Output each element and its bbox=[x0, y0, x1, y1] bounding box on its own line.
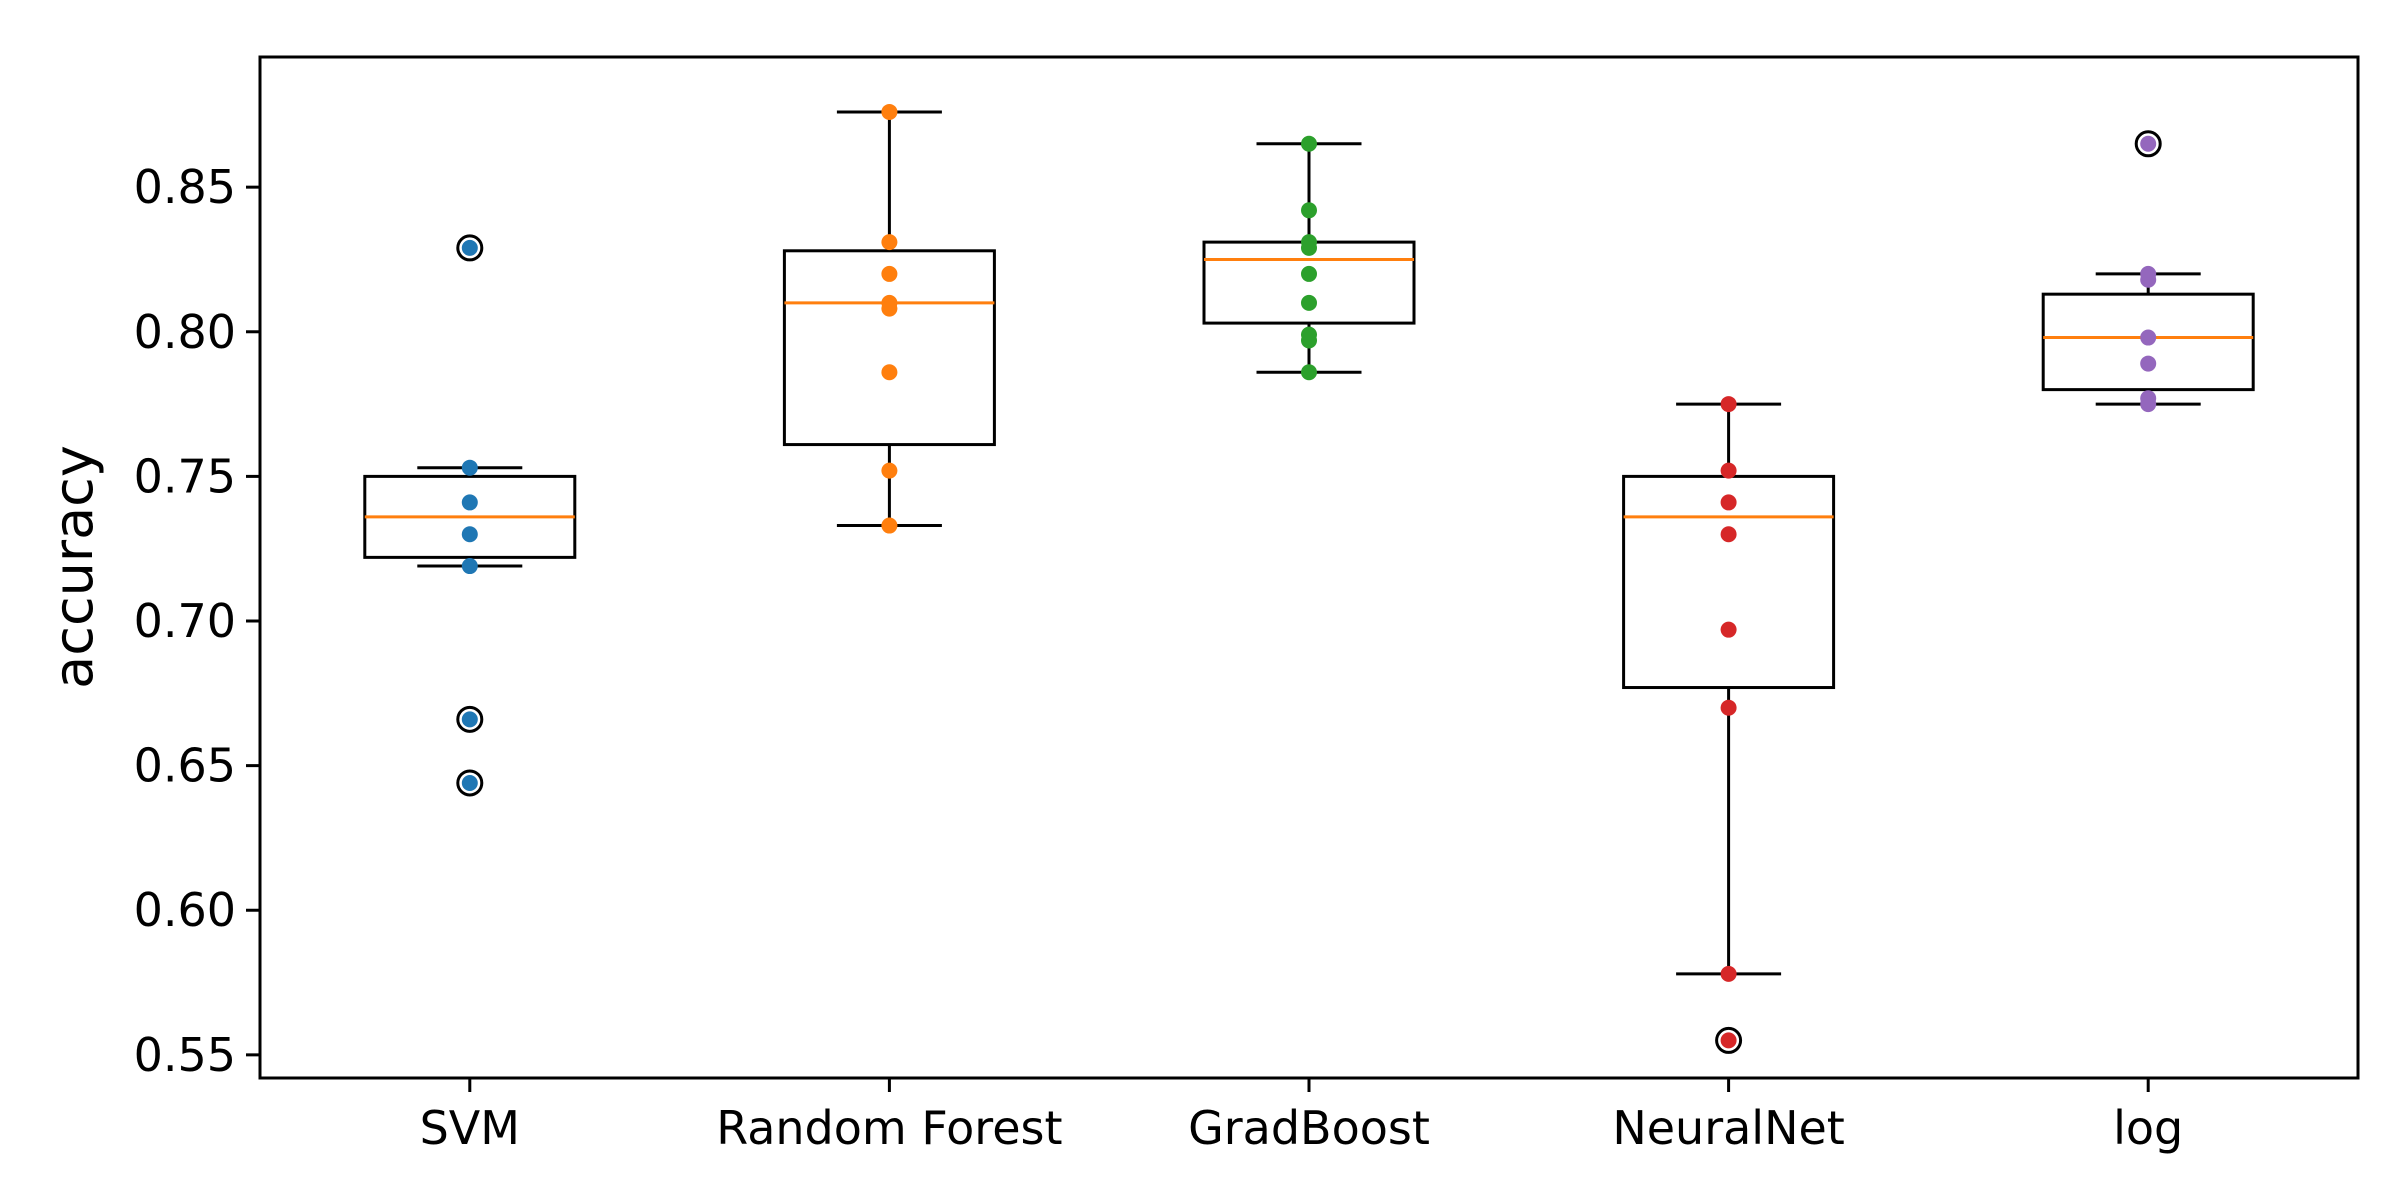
outlier-marker bbox=[1715, 1026, 1743, 1054]
x-axis: SVM Random Forest GradBoost NeuralNet log bbox=[420, 1078, 2183, 1155]
outlier-marker bbox=[456, 234, 484, 262]
outlier-marker bbox=[456, 769, 484, 797]
data-point bbox=[1301, 239, 1317, 256]
data-point bbox=[1301, 135, 1317, 152]
data-point bbox=[461, 494, 478, 511]
data-point bbox=[1720, 699, 1737, 716]
data-point bbox=[2140, 135, 2157, 152]
x-tick-label: Random Forest bbox=[716, 1101, 1062, 1155]
y-tick-label: 0.65 bbox=[134, 739, 236, 793]
y-tick-label: 0.85 bbox=[134, 160, 236, 214]
data-point bbox=[881, 234, 898, 251]
box-random-forest bbox=[782, 103, 996, 534]
iqr-box bbox=[782, 249, 996, 447]
data-point bbox=[2140, 329, 2157, 346]
data-point bbox=[2140, 271, 2157, 288]
y-tick-label: 0.75 bbox=[134, 449, 236, 503]
y-tick-label: 0.60 bbox=[134, 883, 236, 937]
data-point bbox=[881, 517, 898, 534]
data-point bbox=[1301, 265, 1317, 282]
data-point bbox=[1720, 396, 1737, 413]
data-point bbox=[1720, 494, 1737, 511]
y-axis: 0.55 0.60 0.65 0.70 0.75 0.80 0.85 bbox=[134, 160, 260, 1082]
data-point bbox=[881, 462, 898, 479]
data-point bbox=[1720, 621, 1737, 638]
y-axis-label: accuracy bbox=[42, 445, 105, 689]
x-tick-label: GradBoost bbox=[1188, 1101, 1430, 1155]
data-point bbox=[881, 300, 898, 317]
box-gradboost bbox=[1202, 135, 1416, 381]
data-point bbox=[2140, 396, 2157, 413]
data-point bbox=[881, 364, 898, 381]
data-point bbox=[2140, 355, 2157, 372]
data-point bbox=[461, 558, 478, 575]
data-point bbox=[461, 239, 478, 256]
data-point bbox=[881, 265, 898, 282]
outlier-marker bbox=[2134, 130, 2162, 158]
data-point bbox=[461, 459, 478, 476]
data-point bbox=[461, 711, 478, 728]
y-tick-label: 0.80 bbox=[134, 305, 236, 359]
outlier-marker bbox=[456, 705, 484, 733]
box-neuralnet bbox=[1622, 396, 1836, 1054]
x-tick-label: log bbox=[2113, 1101, 2183, 1155]
data-point bbox=[1720, 965, 1737, 982]
box-log bbox=[2041, 130, 2255, 413]
data-point bbox=[1301, 202, 1317, 219]
y-tick-label: 0.55 bbox=[134, 1028, 236, 1082]
data-point bbox=[1720, 1032, 1737, 1049]
data-point bbox=[1720, 526, 1737, 543]
iqr-box bbox=[2041, 292, 2255, 392]
x-tick-label: NeuralNet bbox=[1612, 1101, 1845, 1155]
data-point bbox=[1720, 462, 1737, 479]
data-point bbox=[1301, 332, 1317, 349]
boxes-layer bbox=[363, 103, 2255, 1054]
data-point bbox=[461, 774, 478, 791]
box-svm bbox=[363, 234, 577, 797]
x-tick-label: SVM bbox=[420, 1101, 520, 1155]
data-point bbox=[1301, 364, 1317, 381]
data-point bbox=[461, 526, 478, 543]
y-tick-label: 0.70 bbox=[134, 594, 236, 648]
data-point bbox=[881, 103, 898, 120]
data-point bbox=[1301, 294, 1317, 311]
